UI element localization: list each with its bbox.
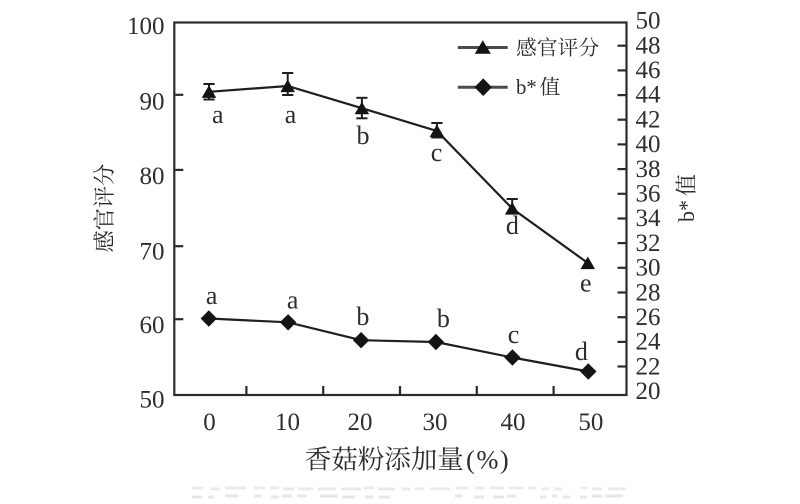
svg-text:b: b: [357, 121, 370, 150]
svg-text:10: 10: [275, 409, 300, 436]
svg-text:a: a: [206, 281, 218, 310]
svg-text:48: 48: [636, 32, 661, 59]
svg-text:100: 100: [127, 13, 165, 40]
svg-text:(%): (%): [466, 445, 510, 475]
svg-text:e: e: [580, 269, 592, 298]
svg-text:60: 60: [140, 312, 165, 339]
svg-text:30: 30: [423, 409, 448, 436]
svg-text:b: b: [356, 302, 369, 331]
svg-text:50: 50: [578, 409, 603, 436]
svg-text:40: 40: [501, 409, 526, 436]
svg-text:70: 70: [140, 238, 165, 265]
svg-text:d: d: [575, 337, 588, 366]
svg-text:c: c: [431, 138, 443, 167]
svg-text:0: 0: [203, 409, 216, 436]
svg-text:42: 42: [636, 106, 661, 133]
svg-text:50: 50: [636, 8, 661, 35]
svg-text:44: 44: [636, 82, 662, 109]
svg-text:38: 38: [636, 156, 661, 183]
svg-text:30: 30: [636, 255, 661, 282]
svg-text:28: 28: [636, 279, 661, 306]
svg-text:34: 34: [636, 205, 662, 232]
svg-text:50: 50: [140, 387, 165, 414]
svg-text:a: a: [287, 285, 299, 314]
svg-text:a: a: [285, 100, 297, 129]
svg-text:24: 24: [636, 329, 662, 356]
svg-text:b*: b*: [674, 200, 699, 222]
svg-text:20: 20: [636, 378, 661, 405]
svg-text:22: 22: [636, 353, 661, 380]
svg-text:36: 36: [636, 181, 661, 208]
svg-text:20: 20: [348, 409, 373, 436]
svg-text:80: 80: [140, 163, 165, 190]
svg-text:b*: b*: [516, 76, 537, 99]
svg-text:40: 40: [636, 131, 661, 158]
svg-text:c: c: [508, 320, 520, 349]
svg-text:90: 90: [140, 88, 165, 115]
svg-text:d: d: [506, 211, 519, 240]
svg-text:a: a: [212, 100, 224, 129]
svg-text:26: 26: [636, 304, 661, 331]
svg-text:46: 46: [636, 57, 661, 84]
svg-text:b: b: [437, 304, 450, 333]
svg-text:32: 32: [636, 230, 661, 257]
